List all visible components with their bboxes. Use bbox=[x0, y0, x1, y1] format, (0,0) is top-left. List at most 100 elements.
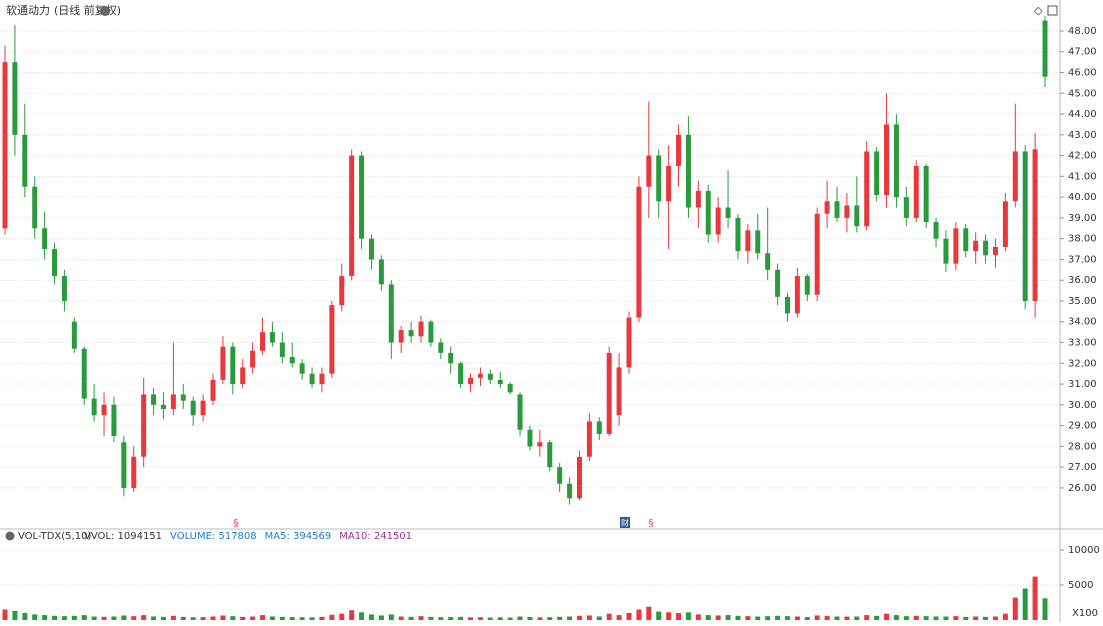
candle-body bbox=[517, 394, 523, 430]
volume-bar bbox=[398, 616, 404, 620]
candle-body bbox=[893, 124, 899, 198]
dropdown-icon[interactable] bbox=[100, 6, 110, 16]
volume-bar bbox=[527, 617, 533, 620]
candle-body bbox=[339, 276, 345, 306]
volume-bar bbox=[626, 613, 632, 620]
volume-bar bbox=[755, 616, 761, 620]
candle-body bbox=[22, 134, 28, 187]
volume-bar bbox=[794, 616, 800, 620]
volume-bar bbox=[378, 615, 384, 620]
candle-body bbox=[170, 394, 176, 409]
event-marker[interactable]: § bbox=[649, 518, 654, 529]
candle-body bbox=[854, 205, 860, 227]
candle-body bbox=[190, 400, 196, 416]
candle-body bbox=[1032, 149, 1038, 301]
candle-body bbox=[418, 321, 424, 337]
volume-bar bbox=[884, 613, 890, 620]
candle-body bbox=[695, 190, 701, 208]
volume-bar bbox=[260, 615, 266, 620]
volume-bar bbox=[557, 616, 563, 620]
candle-body bbox=[606, 352, 612, 434]
y-tick-label: 40.00 bbox=[1068, 192, 1097, 203]
volume-bar bbox=[111, 616, 117, 620]
volume-bar bbox=[1022, 588, 1028, 620]
y-tick-label: 46.00 bbox=[1068, 68, 1097, 79]
diamond-icon[interactable]: ◇ bbox=[1034, 4, 1043, 17]
candle-body bbox=[319, 373, 325, 385]
event-marker[interactable]: 财 bbox=[621, 518, 629, 528]
volume-bar bbox=[725, 615, 731, 620]
layout-icon[interactable] bbox=[1047, 5, 1058, 16]
event-marker[interactable]: § bbox=[234, 518, 239, 529]
volume-bar bbox=[507, 617, 513, 620]
candle-body bbox=[923, 165, 929, 223]
candle-body bbox=[1002, 201, 1008, 247]
volume-bar bbox=[329, 614, 335, 620]
volume-bar bbox=[240, 616, 246, 620]
volume-bar bbox=[497, 617, 503, 620]
y-tick-label: 29.00 bbox=[1068, 421, 1097, 432]
candle-body bbox=[943, 238, 949, 264]
indicator-icon[interactable] bbox=[5, 531, 15, 541]
candle-body bbox=[81, 348, 87, 399]
candle-body bbox=[180, 394, 186, 401]
volume-bar bbox=[913, 615, 919, 620]
volume-bar bbox=[12, 610, 18, 620]
candle-body bbox=[844, 205, 850, 218]
stock-name: 软通动力 bbox=[6, 3, 50, 17]
y-tick-label: 5000 bbox=[1068, 580, 1093, 591]
volume-bar bbox=[765, 616, 771, 620]
volume-bar bbox=[973, 616, 979, 620]
volume-bar bbox=[289, 617, 295, 620]
candle-body bbox=[388, 284, 394, 343]
candle-body bbox=[705, 190, 711, 235]
candle-body bbox=[240, 367, 246, 385]
volume-bar bbox=[1042, 598, 1048, 620]
candle-body bbox=[507, 384, 513, 393]
candle-body bbox=[755, 230, 761, 254]
y-tick-label: 42.00 bbox=[1068, 151, 1097, 162]
candle-body bbox=[824, 201, 830, 214]
candle-body bbox=[992, 246, 998, 256]
volume-bar bbox=[735, 615, 741, 620]
candle-body bbox=[1022, 151, 1028, 301]
candle-body bbox=[557, 467, 563, 484]
volume-bar bbox=[81, 615, 87, 620]
volume-bar bbox=[775, 615, 781, 620]
candle-body bbox=[884, 124, 890, 196]
legend-item: MA5: 394569 bbox=[265, 531, 332, 542]
candle-body bbox=[626, 317, 632, 368]
volume-bar bbox=[705, 615, 711, 620]
candle-body bbox=[775, 269, 781, 297]
volume-bar bbox=[131, 616, 137, 620]
candle-body bbox=[913, 165, 919, 218]
volume-bar bbox=[864, 615, 870, 620]
volume-bar bbox=[160, 616, 166, 620]
volume-bar bbox=[468, 617, 474, 620]
candle-body bbox=[160, 404, 166, 409]
y-tick-label: 44.00 bbox=[1068, 109, 1097, 120]
candle-body bbox=[953, 228, 959, 264]
candle-body bbox=[12, 62, 18, 135]
candle-body bbox=[804, 276, 810, 295]
volume-bar bbox=[715, 615, 721, 620]
volume-bar bbox=[517, 616, 523, 620]
candle-body bbox=[91, 398, 97, 416]
candle-body bbox=[368, 238, 374, 260]
volume-bar bbox=[180, 616, 186, 620]
candle-body bbox=[656, 155, 662, 202]
candle-body bbox=[220, 346, 226, 380]
candle-body bbox=[210, 379, 216, 401]
volume-bar bbox=[151, 616, 157, 620]
volume-bar bbox=[438, 617, 444, 620]
candle-body bbox=[666, 165, 672, 202]
event-marker-box[interactable] bbox=[620, 517, 630, 528]
candle-body bbox=[289, 357, 295, 364]
candle-body bbox=[586, 421, 592, 457]
legend-item: MA10: 241501 bbox=[339, 531, 412, 542]
y-tick-label: 47.00 bbox=[1068, 47, 1097, 58]
volume-bar bbox=[992, 616, 998, 620]
volume-bar bbox=[388, 614, 394, 620]
volume-bar bbox=[91, 616, 97, 620]
